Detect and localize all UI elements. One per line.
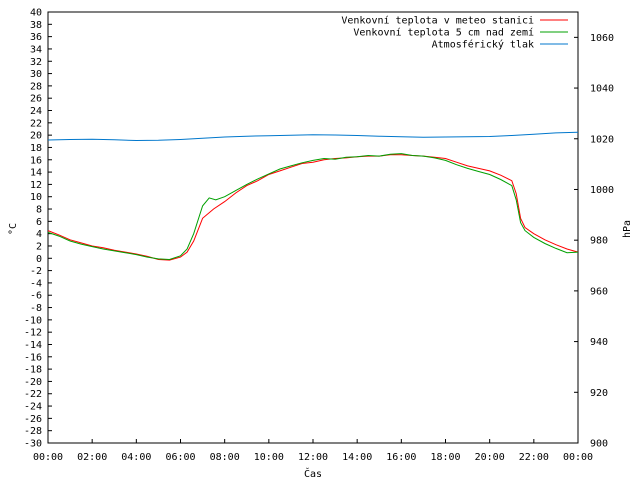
y-tick-label: 16 xyxy=(30,155,42,166)
y-tick-label: 38 xyxy=(30,20,42,31)
legend-entry-label: Venkovní teplota v meteo stanici xyxy=(341,15,534,27)
y-tick-label: 18 xyxy=(30,143,42,154)
y-tick-label: 32 xyxy=(30,57,42,68)
legend-entry-label: Venkovní teplota 5 cm nad zemí xyxy=(353,27,534,39)
series-lines xyxy=(47,131,579,261)
y2-tick-label: 1060 xyxy=(590,33,614,44)
y2-tick-label: 1020 xyxy=(590,134,614,145)
x-tick-label: 06:00 xyxy=(165,452,195,463)
x-tick-label: 18:00 xyxy=(430,452,460,463)
y-axis-label: °C xyxy=(8,223,19,235)
legend: Venkovní teplota v meteo staniciVenkovní… xyxy=(341,15,568,51)
y-tick-label: 4 xyxy=(36,229,42,240)
y-tick-label: 0 xyxy=(36,254,42,265)
y2-tick-label: 1000 xyxy=(590,185,614,196)
series-line-1 xyxy=(47,154,579,261)
y-tick-label: 6 xyxy=(36,217,42,228)
y-tick-label: -10 xyxy=(24,315,42,326)
x-tick-label: 12:00 xyxy=(298,452,328,463)
y-tick-label: -24 xyxy=(24,402,42,413)
plot-frame xyxy=(47,11,579,444)
y-tick-label: -8 xyxy=(30,303,42,314)
y-tick-label: -14 xyxy=(24,340,42,351)
y-tick-label: -20 xyxy=(24,377,42,388)
x-axis-label: Čas xyxy=(304,467,322,480)
y-tick-label: -30 xyxy=(24,439,42,450)
y-tick-label: 20 xyxy=(30,131,42,142)
x-tick-label: 22:00 xyxy=(519,452,549,463)
y2-tick-label: 920 xyxy=(590,388,608,399)
x-tick-label: 04:00 xyxy=(121,452,151,463)
x-tick-label: 00:00 xyxy=(33,452,63,463)
y-tick-label: 22 xyxy=(30,118,42,129)
axes xyxy=(47,11,579,444)
y-tick-label: 28 xyxy=(30,81,42,92)
y-tick-label: -12 xyxy=(24,328,42,339)
y2-axis-label: hPa xyxy=(622,220,633,238)
y-tick-label: -2 xyxy=(30,266,42,277)
y-tick-label: -22 xyxy=(24,389,42,400)
series-line-3 xyxy=(47,131,579,142)
x-tick-label: 20:00 xyxy=(475,452,505,463)
y-tick-label: 2 xyxy=(36,241,42,252)
y-tick-label: 24 xyxy=(30,106,42,117)
y-tick-label: -28 xyxy=(24,426,42,437)
x-tick-label: 10:00 xyxy=(254,452,284,463)
y-tick-label: 14 xyxy=(30,168,42,179)
y2-tick-label: 900 xyxy=(590,439,608,450)
y-tick-label: 8 xyxy=(36,205,42,216)
x-tick-label: 00:00 xyxy=(563,452,593,463)
y-tick-label: -18 xyxy=(24,365,42,376)
y2-tick-label: 940 xyxy=(590,337,608,348)
x-tick-label: 14:00 xyxy=(342,452,372,463)
y-tick-label: 40 xyxy=(30,8,42,19)
x-tick-label: 02:00 xyxy=(77,452,107,463)
y-tick-label: 30 xyxy=(30,69,42,80)
y-tick-label: 36 xyxy=(30,32,42,43)
y-tick-label: 26 xyxy=(30,94,42,105)
legend-entry-label: Atmosférický tlak xyxy=(432,39,534,51)
y-tick-label: 12 xyxy=(30,180,42,191)
y-tick-label: -16 xyxy=(24,352,42,363)
y2-tick-label: 1040 xyxy=(590,84,614,95)
y-tick-label: 34 xyxy=(30,44,42,55)
series-line-2 xyxy=(47,153,579,261)
y-tick-label: -4 xyxy=(30,278,42,289)
x-tick-label: 08:00 xyxy=(210,452,240,463)
x-tick-label: 16:00 xyxy=(386,452,416,463)
y-tick-label: -26 xyxy=(24,414,42,425)
y-tick-label: -6 xyxy=(30,291,42,302)
y2-tick-label: 980 xyxy=(590,236,608,247)
y-tick-label: 10 xyxy=(30,192,42,203)
y2-tick-label: 960 xyxy=(590,286,608,297)
ticks: -30-28-26-24-22-20-18-16-14-12-10-8-6-4-… xyxy=(24,8,614,464)
